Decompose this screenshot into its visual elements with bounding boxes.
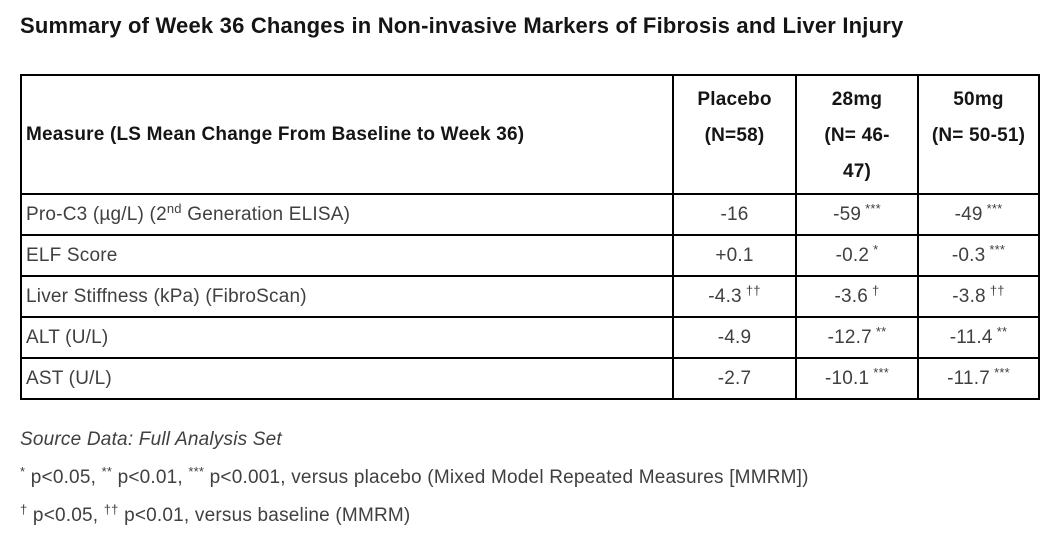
column-header-50mg: 50mg (N= 50-51) — [917, 74, 1040, 195]
measure-cell: Liver Stiffness (kPa) (FibroScan) — [20, 275, 674, 318]
table-row: AST (U/L) -2.7 -10.1 *** -11.7 *** — [20, 357, 1040, 400]
column-header-line: (N= 46- — [824, 125, 890, 146]
value-cell-28mg: -10.1 *** — [795, 357, 919, 400]
column-header-measure: Measure (LS Mean Change From Baseline to… — [20, 74, 674, 195]
value-cell-placebo: -2.7 — [672, 357, 797, 400]
column-header-line: (N= 50-51) — [931, 125, 1026, 146]
significance-marker: *** — [994, 364, 1010, 380]
measure-label: ELF Score — [26, 244, 118, 266]
column-header-line: 47) — [842, 161, 872, 182]
page-title: Summary of Week 36 Changes in Non-invasi… — [20, 13, 904, 38]
measure-label: Generation ELISA) — [181, 203, 351, 225]
asterisk-marker: * — [20, 464, 26, 479]
value: -11.4 — [949, 326, 993, 348]
results-table: Measure (LS Mean Change From Baseline to… — [20, 74, 1040, 400]
column-header-line: Placebo — [697, 89, 772, 110]
value-cell-50mg: -3.8 †† — [917, 275, 1040, 318]
footnote-significance-baseline: † p<0.05, †† p<0.01, versus baseline (MM… — [20, 497, 1038, 535]
column-header-28mg: 28mg (N= 46- 47) — [795, 74, 919, 195]
table-row: ELF Score +0.1 -0.2 * -0.3 *** — [20, 234, 1040, 277]
value-cell-28mg: -12.7 ** — [795, 316, 919, 359]
value-cell-placebo: -4.3 †† — [672, 275, 797, 318]
value: -11.7 — [947, 367, 991, 389]
value: +0.1 — [715, 244, 754, 266]
column-header-line: 28mg — [831, 89, 883, 110]
value-cell-placebo: -4.9 — [672, 316, 797, 359]
measure-cell: AST (U/L) — [20, 357, 674, 400]
footnote-source: Source Data: Full Analysis Set — [20, 429, 282, 450]
value-cell-50mg: -49 *** — [917, 193, 1040, 236]
measure-cell: ALT (U/L) — [20, 316, 674, 359]
measure-label: Pro-C3 (µg/L) (2 — [26, 203, 167, 225]
asterisk-marker: ** — [101, 464, 113, 479]
value: -3.8 — [952, 285, 986, 307]
significance-marker: †† — [745, 282, 761, 298]
dagger-marker: †† — [103, 502, 119, 517]
measure-cell: Pro-C3 (µg/L) (2nd Generation ELISA) — [20, 193, 674, 236]
column-header-line: (N=58) — [704, 125, 765, 146]
value-cell-28mg: -3.6 † — [795, 275, 919, 318]
significance-marker: * — [873, 241, 879, 257]
significance-marker: *** — [986, 200, 1003, 216]
significance-marker: ** — [996, 323, 1008, 339]
table-row: ALT (U/L) -4.9 -12.7 ** -11.4 ** — [20, 316, 1040, 359]
value: -3.6 — [834, 285, 869, 307]
value: -59 — [833, 203, 862, 225]
table-row: Pro-C3 (µg/L) (2nd Generation ELISA) -16… — [20, 193, 1040, 236]
value-cell-28mg: -59 *** — [795, 193, 919, 236]
value: -12.7 — [827, 326, 872, 348]
significance-marker: †† — [989, 282, 1005, 298]
footnote-text: p<0.05, — [32, 505, 99, 526]
significance-marker: ** — [875, 323, 887, 339]
footnote-text: p<0.01, versus baseline (MMRM) — [124, 505, 411, 526]
footnote-text: p<0.01, — [117, 467, 183, 488]
footnotes: Source Data: Full Analysis Set * p<0.05,… — [20, 421, 1038, 535]
table-row: Liver Stiffness (kPa) (FibroScan) -4.3 ††… — [20, 275, 1040, 318]
significance-marker: *** — [873, 364, 890, 380]
value: -16 — [720, 203, 749, 225]
value: -4.3 — [708, 285, 742, 307]
value-cell-placebo: -16 — [672, 193, 797, 236]
significance-marker: *** — [989, 241, 1006, 257]
measure-label: ALT (U/L) — [26, 326, 109, 348]
footnote-significance-placebo: * p<0.05, ** p<0.01, *** p<0.001, versus… — [20, 459, 1038, 497]
value-cell-50mg: -11.7 *** — [917, 357, 1040, 400]
value-cell-50mg: -11.4 ** — [917, 316, 1040, 359]
value-cell-50mg: -0.3 *** — [917, 234, 1040, 277]
measure-label: Liver Stiffness (kPa) (FibroScan) — [26, 285, 307, 307]
value: -4.9 — [717, 326, 752, 348]
dagger-marker: † — [20, 502, 28, 517]
column-header-placebo: Placebo (N=58) — [672, 74, 797, 195]
significance-marker: *** — [865, 200, 881, 216]
value: -10.1 — [824, 367, 870, 389]
measure-cell: ELF Score — [20, 234, 674, 277]
value: -0.3 — [951, 244, 986, 266]
measure-superscript: nd — [166, 200, 182, 216]
table-header-row: Measure (LS Mean Change From Baseline to… — [20, 74, 1040, 195]
asterisk-marker: *** — [188, 464, 205, 479]
column-header-line: 50mg — [953, 89, 1004, 110]
significance-marker: † — [872, 282, 880, 298]
value: -0.2 — [835, 244, 870, 266]
footnote-text: p<0.05, — [30, 467, 97, 488]
value-cell-placebo: +0.1 — [672, 234, 797, 277]
value: -2.7 — [717, 367, 752, 389]
footnote-text: p<0.001, versus placebo (Mixed Model Rep… — [209, 467, 809, 488]
value: -49 — [954, 203, 983, 225]
measure-label: AST (U/L) — [26, 367, 112, 389]
value-cell-28mg: -0.2 * — [795, 234, 919, 277]
